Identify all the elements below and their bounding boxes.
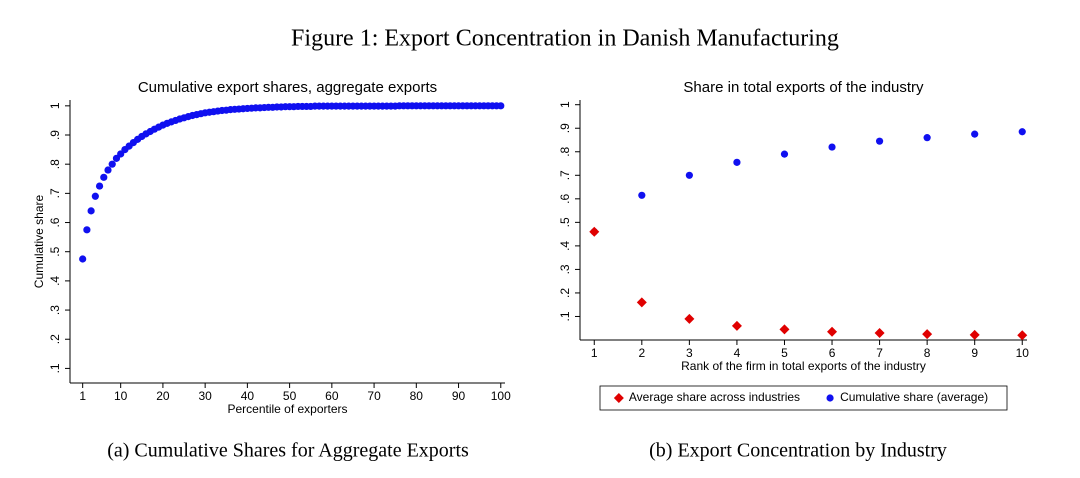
point [1017, 330, 1028, 341]
y-tick-label: .1 [48, 363, 62, 373]
point [969, 329, 980, 340]
y-tick-label: .2 [558, 288, 572, 298]
y-tick-label: 1 [558, 101, 572, 108]
y-tick-label: .5 [48, 246, 62, 256]
point [922, 329, 933, 340]
y-tick-label: .6 [48, 217, 62, 227]
y-axis-label: Cumulative share [32, 194, 46, 288]
y-tick-label: .7 [48, 188, 62, 198]
y-tick-label: .2 [48, 334, 62, 344]
legend-label: Average share across industries [629, 390, 800, 404]
point [83, 226, 91, 234]
x-tick-label: 50 [283, 389, 297, 403]
y-tick-label: .3 [48, 305, 62, 315]
y-tick-label: .3 [558, 264, 572, 274]
point [636, 297, 647, 308]
x-tick-label: 8 [924, 346, 931, 360]
point [685, 171, 693, 179]
y-tick-label: .9 [558, 123, 572, 133]
legend-box [599, 385, 1008, 411]
chart-title: Share in total exports of the industry [683, 79, 924, 96]
y-tick-label: .4 [48, 276, 62, 286]
point [87, 207, 95, 215]
point [827, 326, 838, 337]
point [108, 160, 116, 168]
x-tick-label: 1 [79, 389, 86, 403]
y-tick-label: .9 [48, 130, 62, 140]
point [1018, 128, 1026, 136]
y-tick-label: .8 [558, 146, 572, 156]
y-tick-label: .4 [558, 241, 572, 251]
x-axis-label: Percentile of exporters [227, 402, 347, 416]
point [875, 137, 884, 145]
y-tick-label: 1 [48, 102, 62, 109]
x-tick-label: 7 [876, 346, 883, 360]
point [589, 226, 600, 237]
x-tick-label: 90 [452, 389, 466, 403]
chart-title: Cumulative export shares, aggregate expo… [138, 79, 437, 96]
y-tick-label: .7 [558, 170, 572, 180]
point [79, 255, 87, 263]
x-tick-label: 1 [591, 346, 598, 360]
x-tick-label: 20 [156, 389, 170, 403]
x-tick-label: 9 [971, 346, 978, 360]
point [874, 327, 885, 338]
x-tick-label: 30 [198, 389, 212, 403]
x-tick-label: 5 [781, 346, 788, 360]
x-tick-label: 40 [241, 389, 255, 403]
point [95, 182, 104, 190]
point [733, 158, 741, 166]
caption: (b) Export Concentration by Industry [649, 440, 947, 462]
x-axis-label: Rank of the firm in total exports of the… [681, 359, 926, 373]
point [104, 166, 112, 174]
x-tick-label: 2 [638, 346, 645, 360]
legend-swatch [826, 394, 834, 402]
figure-title: Figure 1: Export Concentration in Danish… [291, 26, 839, 52]
point [497, 102, 505, 110]
x-tick-label: 3 [686, 346, 693, 360]
point [100, 173, 108, 181]
point [780, 150, 789, 158]
y-tick-label: .5 [558, 217, 572, 227]
point [923, 134, 931, 142]
legend-label: Cumulative share (average) [840, 390, 988, 404]
x-tick-label: 80 [410, 389, 424, 403]
point [779, 324, 790, 335]
x-tick-label: 10 [114, 389, 128, 403]
legend-swatch [613, 393, 624, 403]
y-tick-label: .6 [558, 193, 572, 203]
caption: (a) Cumulative Shares for Aggregate Expo… [107, 440, 469, 462]
x-tick-label: 60 [325, 389, 339, 403]
point [731, 320, 742, 331]
x-tick-label: 70 [367, 389, 381, 403]
y-tick-label: .1 [558, 311, 572, 321]
point [91, 192, 99, 200]
point [971, 130, 979, 138]
point [638, 191, 646, 199]
x-tick-label: 6 [829, 346, 836, 360]
point [684, 313, 695, 324]
x-tick-label: 100 [491, 389, 511, 403]
point [828, 143, 836, 151]
y-tick-label: .8 [48, 159, 62, 169]
x-tick-label: 4 [734, 346, 741, 360]
x-tick-label: 10 [1016, 346, 1030, 360]
